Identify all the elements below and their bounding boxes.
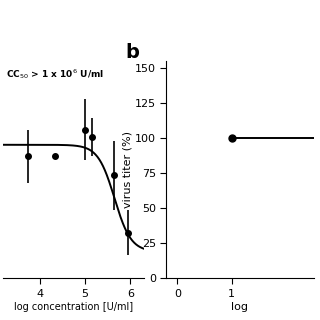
Text: CC$_{50}$ > 1 x 10$^6$ U/ml: CC$_{50}$ > 1 x 10$^6$ U/ml: [6, 67, 104, 81]
Text: b: b: [125, 44, 139, 62]
X-axis label: log concentration [U/ml]: log concentration [U/ml]: [14, 301, 133, 312]
X-axis label: log: log: [231, 301, 249, 312]
Y-axis label: virus titer (%): virus titer (%): [122, 131, 132, 208]
